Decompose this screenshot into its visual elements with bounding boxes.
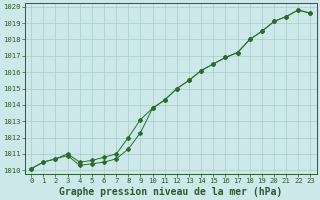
X-axis label: Graphe pression niveau de la mer (hPa): Graphe pression niveau de la mer (hPa) — [59, 186, 283, 197]
